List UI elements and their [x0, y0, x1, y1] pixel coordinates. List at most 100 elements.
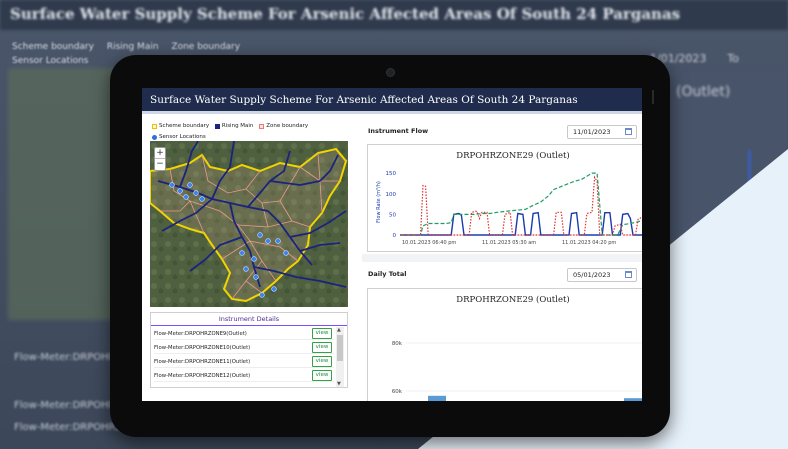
- calendar-icon[interactable]: [625, 128, 632, 135]
- sensor-dot-icon: [152, 135, 157, 140]
- scroll-up-icon[interactable]: ▲: [337, 327, 341, 333]
- sensor-dot-icon[interactable]: [239, 250, 245, 256]
- bg-list-item: Flow-Meter:DRPOHRZONE: [14, 422, 145, 433]
- bg-legend-item: Zone boundary: [171, 42, 241, 52]
- bg-date: 1/01/2023 To: [650, 52, 739, 65]
- zone-boundary-swatch: [259, 124, 265, 129]
- calendar-icon[interactable]: [625, 271, 632, 278]
- chart-title: DRPOHRZONE29 (Outlet): [456, 295, 570, 305]
- instrument-name: Flow-Meter:DRPOHRZONE12(Outlet): [154, 373, 251, 379]
- list-item: Flow-Meter:DRPOHRZONE9(Outlet) view: [154, 327, 334, 340]
- bar: [428, 395, 446, 401]
- bg-legend-sensor: Sensor Locations: [12, 56, 89, 66]
- y-tick-label: 80k: [392, 341, 403, 347]
- instrument-name: Flow-Meter:DRPOHRZONE11(Outlet): [154, 359, 251, 365]
- sensor-dot-icon[interactable]: [187, 182, 193, 188]
- sensor-dot-icon[interactable]: [259, 292, 265, 298]
- y-tick-label: 0: [393, 233, 397, 239]
- bg-titlebar: [0, 0, 788, 30]
- sensor-dot-icon[interactable]: [275, 238, 281, 244]
- sensor-dot-icon[interactable]: [253, 274, 259, 280]
- series-line-2: [400, 175, 642, 236]
- bg-list-item: Flow-Meter:DRPOHRZONE: [14, 352, 145, 363]
- details-scrollbar[interactable]: ▲ ▼: [336, 327, 344, 387]
- daily-total-chart: DRPOHRZONE29 (Outlet) 60k 80k: [367, 288, 642, 401]
- sensor-dot-icon[interactable]: [169, 182, 175, 188]
- legend-label: Zone boundary: [266, 123, 309, 129]
- instrument-details-title: Instrument Details: [151, 313, 347, 326]
- instrument-flow-label: Instrument Flow: [368, 127, 429, 135]
- legend-label: Scheme boundary: [159, 123, 210, 129]
- list-item: Flow-Meter:DRPOHRZONE10(Outlet) view: [154, 341, 334, 354]
- map-panel: Scheme boundary Rising Main Zone boundar…: [148, 120, 350, 390]
- bar: [624, 398, 642, 401]
- chart-title: DRPOHRZONE29 (Outlet): [456, 151, 570, 161]
- view-button[interactable]: view: [312, 342, 332, 353]
- sensor-dot-icon[interactable]: [177, 188, 183, 194]
- view-button[interactable]: view: [312, 328, 332, 339]
- zoom-out-button[interactable]: −: [156, 159, 164, 169]
- page-title: Surface Water Supply Scheme For Arsenic …: [150, 94, 578, 106]
- legend-zone-boundary[interactable]: Zone boundary: [259, 122, 308, 131]
- bg-title: Surface Water Supply Scheme For Arsenic …: [10, 5, 681, 23]
- instrument-details-panel: Instrument Details Flow-Meter:DRPOHRZONE…: [150, 312, 348, 388]
- bg-map: [8, 68, 126, 320]
- map-graphic: [150, 141, 348, 307]
- sensor-dot-icon[interactable]: [193, 190, 199, 196]
- sensor-dot-icon[interactable]: [199, 196, 205, 202]
- legend-scheme-boundary[interactable]: Scheme boundary: [152, 122, 209, 131]
- date-value: 05/01/2023: [573, 271, 611, 279]
- map-legend: Scheme boundary Rising Main Zone boundar…: [152, 122, 312, 144]
- instrument-flow-date-input[interactable]: 11/01/2023: [567, 125, 637, 139]
- view-button[interactable]: view: [312, 356, 332, 367]
- zoom-in-button[interactable]: +: [155, 148, 165, 159]
- sensor-dot-icon[interactable]: [251, 256, 257, 262]
- bg-to-label: To: [727, 52, 739, 65]
- map-zoom-control: + −: [154, 147, 166, 171]
- x-tick-label: 11.01.2023 04:20 pm: [562, 240, 616, 246]
- sensor-dot-icon[interactable]: [183, 194, 189, 200]
- scroll-thumb[interactable]: [337, 335, 343, 361]
- scroll-down-icon[interactable]: ▼: [337, 381, 341, 387]
- instrument-name: Flow-Meter:DRPOHRZONE9(Outlet): [154, 331, 247, 337]
- instrument-flow-chart: DRPOHRZONE29 (Outlet) 0 50 100 150 Flow Rate…: [367, 144, 642, 252]
- y-tick-label: 100: [386, 192, 397, 198]
- charts-panel: Instrument Flow 11/01/2023 DRPOHRZONE29 …: [362, 120, 642, 401]
- bg-date-value: 1/01/2023: [650, 52, 707, 65]
- sensor-dot-icon[interactable]: [271, 286, 277, 292]
- view-button[interactable]: view: [312, 370, 332, 381]
- legend-label: Rising Main: [221, 123, 254, 129]
- sensor-dot-icon[interactable]: [243, 266, 249, 272]
- tablet-side-button: [652, 90, 654, 104]
- y-tick-label: 60k: [392, 389, 403, 395]
- y-tick-label: 50: [389, 212, 396, 218]
- app-header: Surface Water Supply Scheme For Arsenic …: [142, 88, 642, 114]
- list-item: Flow-Meter:DRPOHRZONE11(Outlet) view: [154, 355, 334, 368]
- rising-main-swatch: [214, 124, 220, 129]
- sensor-dot-icon[interactable]: [283, 250, 289, 256]
- bg-legend-item: Scheme boundary: [12, 42, 94, 52]
- bg-legend-item: Rising Main: [106, 42, 159, 52]
- x-tick-label: 10.01.2023 06:40 pm: [402, 240, 456, 246]
- daily-chart-svg: 60k 80k: [392, 341, 642, 401]
- flow-chart-svg: 0 50 100 150 Flow Rate (m³/h) 10.01.2023 06:4…: [376, 171, 642, 246]
- y-tick-label: 150: [386, 171, 397, 177]
- sensor-dot-icon[interactable]: [257, 232, 263, 238]
- rising-mains: [157, 141, 347, 288]
- daily-total-label: Daily Total: [368, 270, 407, 278]
- series-line-1: [400, 172, 642, 236]
- y-axis-label: Flow Rate (m³/h): [376, 181, 382, 223]
- camera-icon: [386, 68, 395, 77]
- bg-list-item: Flow-Meter:DRPOHRZONE: [14, 400, 145, 411]
- map-view[interactable]: + −: [150, 141, 348, 307]
- legend-rising-main[interactable]: Rising Main: [214, 122, 254, 131]
- bg-outlet: (Outlet): [676, 84, 731, 100]
- legend-label: Sensor Locations: [159, 134, 206, 140]
- scheme-boundary: [150, 147, 348, 303]
- legend-sensor-locations[interactable]: Sensor Locations: [152, 133, 206, 142]
- scheme-boundary-swatch: [152, 124, 157, 129]
- daily-total-date-input[interactable]: 05/01/2023: [567, 268, 637, 282]
- sensor-locations: [169, 182, 289, 298]
- sensor-dot-icon[interactable]: [265, 238, 271, 244]
- section-divider: [362, 254, 642, 262]
